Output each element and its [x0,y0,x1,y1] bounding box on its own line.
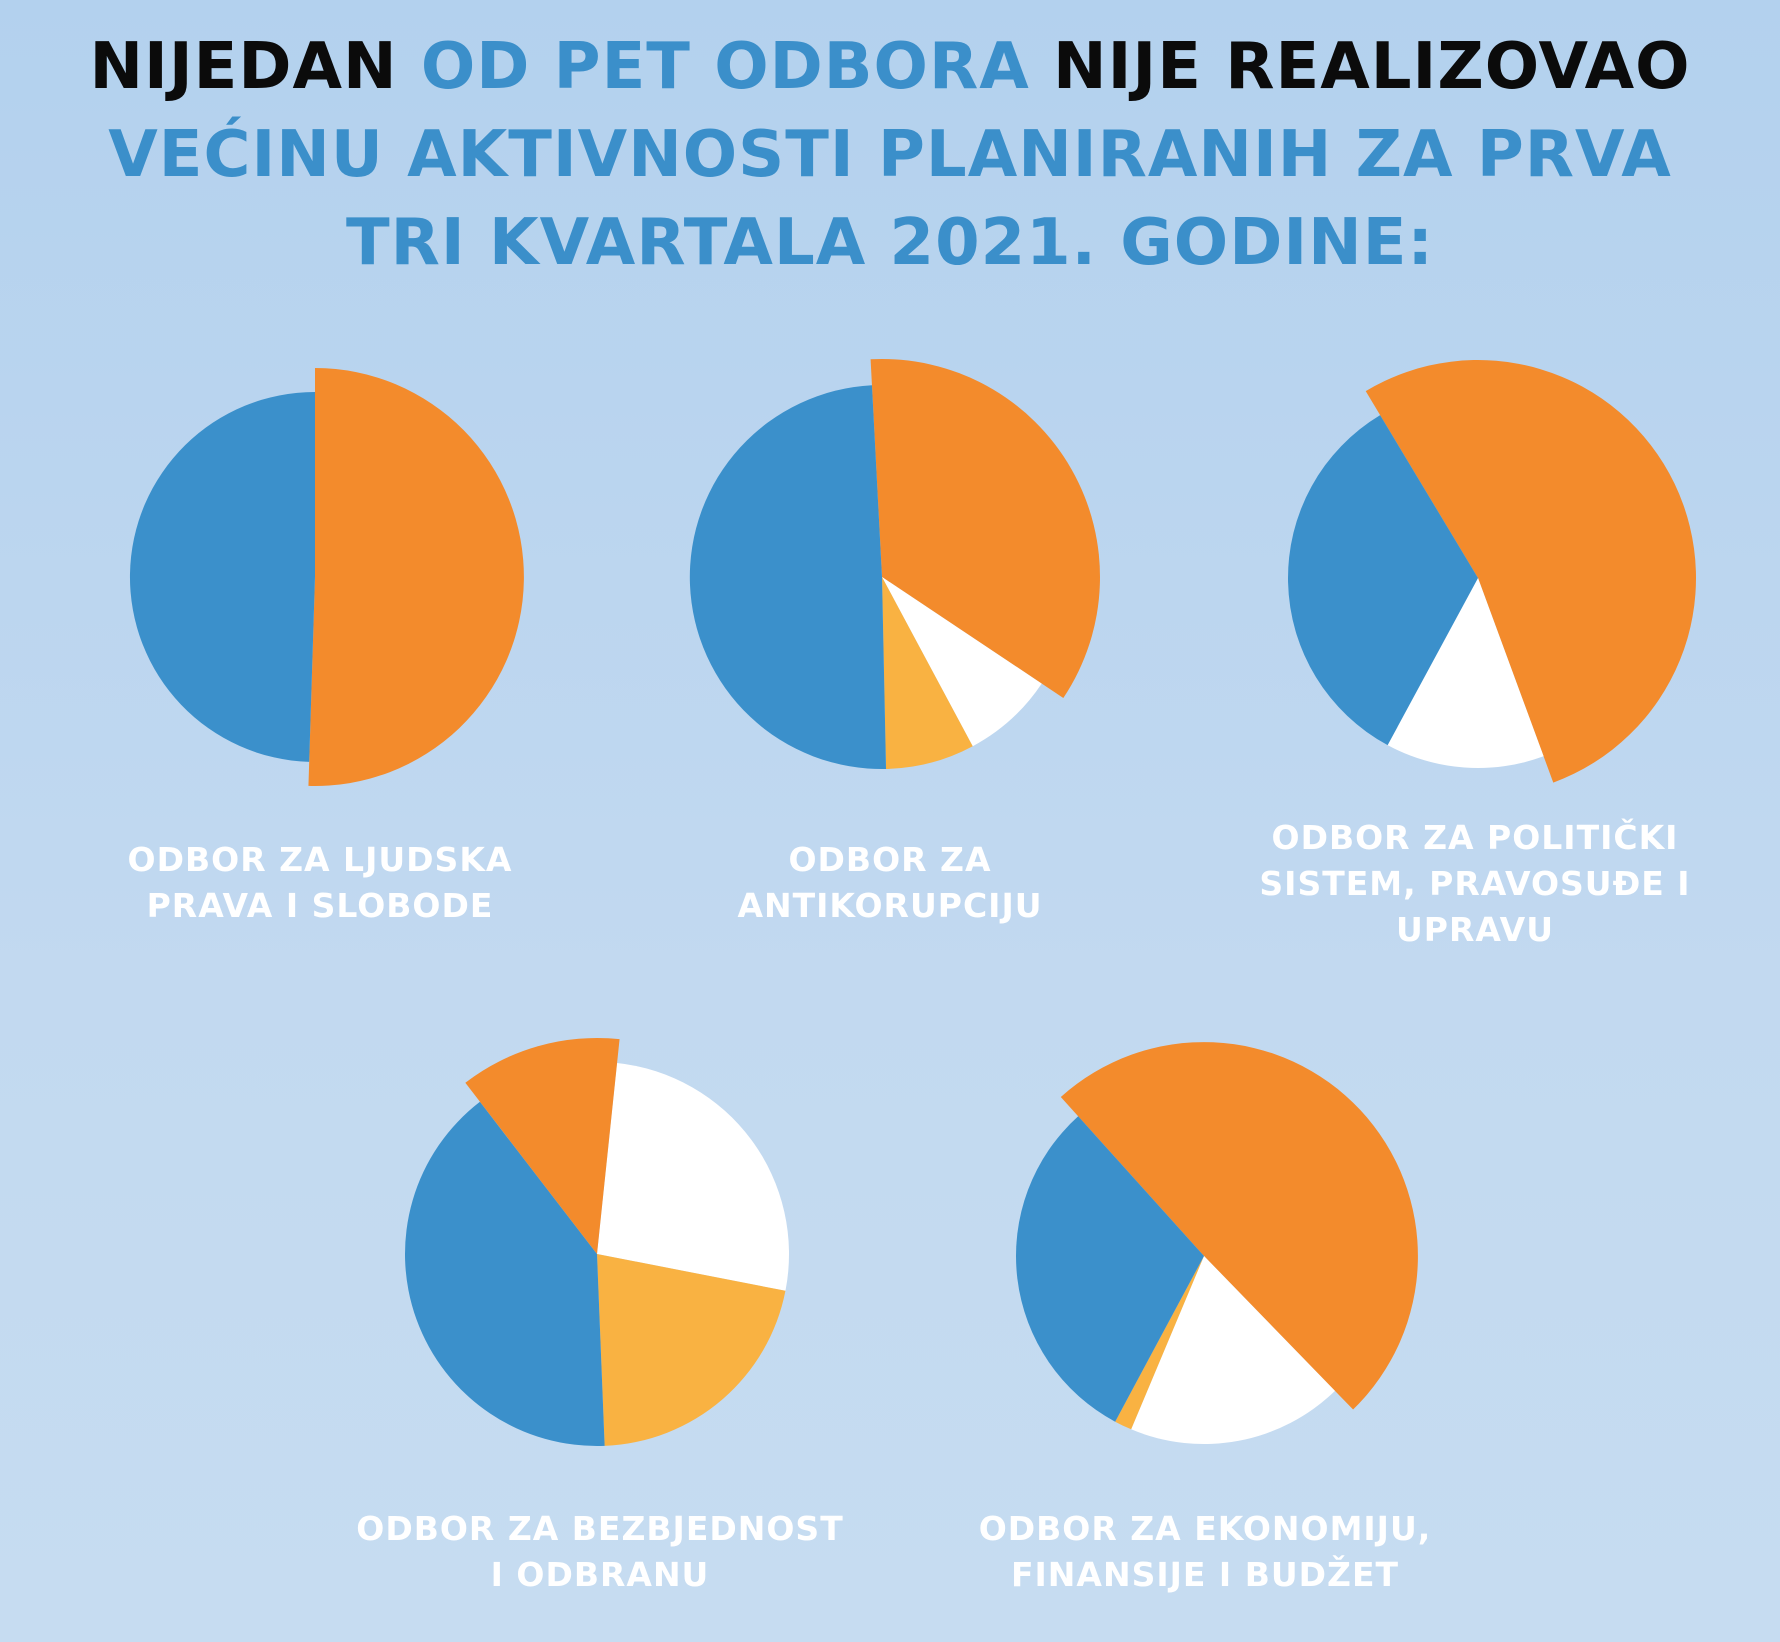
pie-slice-light-orange [1115,1256,1204,1430]
pie-label-line: I ODBRANU [490,1555,710,1594]
pie-label-ekonomija: ODBOR ZA EKONOMIJU, FINANSIJE I BUDŽET [925,1506,1485,1598]
pie-slice-blue [405,1101,605,1447]
pie-chart [129,368,524,786]
pie-slice-light-orange [882,577,973,769]
pie-slice-orange [1365,359,1697,783]
pie-slice-light-orange [597,1254,786,1446]
headline-line-3: TRI KVARTALA 2021. GODINE: [345,206,1435,280]
headline-line-1: NIJEDAN OD PET ODBORA NIJE REALIZOVAO [0,30,1780,104]
pie-label-line: SISTEM, PRAVOSUĐE I [1259,864,1691,903]
pie-chart [405,1037,790,1447]
pie-slice-blue [129,392,315,762]
pie-label-line: UPRAVU [1395,910,1555,949]
pie-label-politicki-sistem: ODBOR ZA POLITIČKI SISTEM, PRAVOSUĐE I U… [1195,815,1755,953]
pie-label-line: FINANSIJE I BUDŽET [1010,1555,1400,1594]
pie-label-line: ODBOR ZA BEZBJEDNOST [356,1509,844,1548]
pie-slice-orange [465,1037,620,1254]
pie-label-antikorupcija: ODBOR ZA ANTIKORUPCIJU [610,837,1170,929]
pie-label-line: PRAVA I SLOBODE [146,886,494,925]
pie-slice-white [882,577,1042,747]
pie-slice-blue [1288,415,1478,746]
pie-slice-blue [1015,1116,1204,1422]
headline-line-1-part-3: NIJE REALIZOVAO [1053,30,1691,104]
pie-label-line: ODBOR ZA EKONOMIJU, [978,1509,1432,1548]
pie-chart [1288,359,1697,783]
pie-label-line: ODBOR ZA LJUDSKA [127,840,513,879]
pie-label-line: ODBOR ZA POLITIČKI [1271,818,1679,857]
pie-chart [1015,1042,1418,1444]
headline-line-2: VEĆINU AKTIVNOSTI PLANIRANIH ZA PRVA [108,118,1672,192]
pie-label-line: ANTIKORUPCIJU [737,886,1043,925]
headline-line-1-part-1: NIJEDAN [89,30,398,104]
pie-chart [689,359,1100,770]
pie-slice-blue [689,385,887,770]
pie-label-bezbjednost: ODBOR ZA BEZBJEDNOST I ODBRANU [320,1506,880,1598]
pie-slice-orange [308,368,524,786]
pie-slice-white [597,1063,790,1291]
pie-label-ljudska-prava: ODBOR ZA LJUDSKA PRAVA I SLOBODE [40,837,600,929]
pie-slice-white [1131,1256,1335,1444]
pie-slice-white [1387,578,1544,768]
pie-slice-orange [1060,1042,1418,1410]
pie-label-line: ODBOR ZA [788,840,992,879]
headline-line-1-part-2: OD PET ODBORA [420,30,1030,104]
pie-slice-orange [870,359,1100,699]
